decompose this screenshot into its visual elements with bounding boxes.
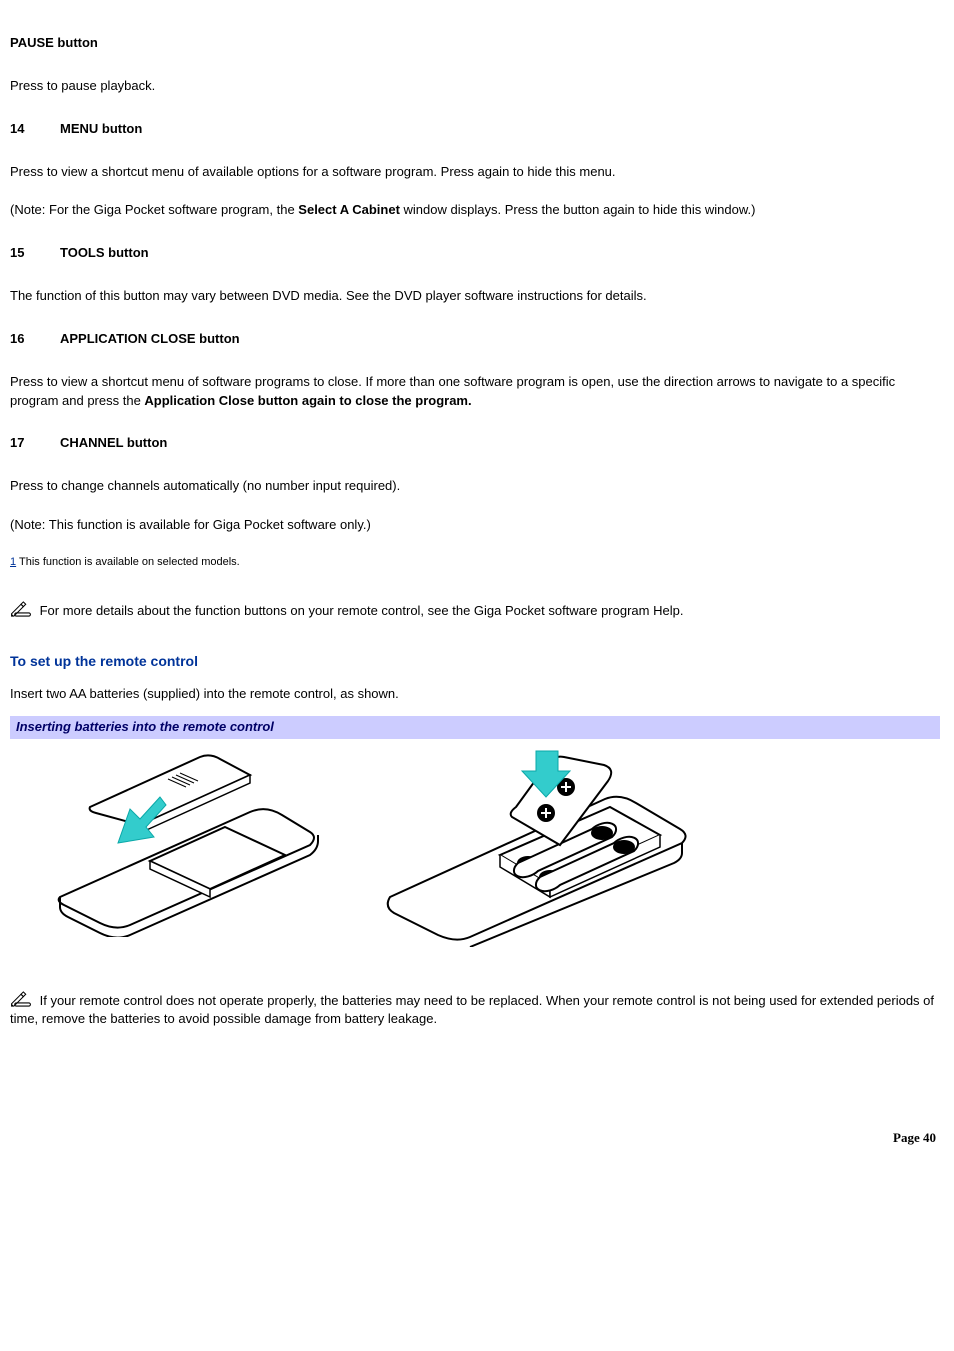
- item-label-17: CHANNEL button: [60, 434, 167, 453]
- svg-text:−: −: [570, 838, 578, 854]
- body-14-note: (Note: For the Giga Pocket software prog…: [10, 201, 940, 220]
- note-function-buttons: For more details about the function butt…: [10, 601, 940, 621]
- pencil-note-icon: [10, 991, 32, 1007]
- note14-bold: Select A Cabinet: [298, 202, 400, 217]
- heading-pause: PAUSE button: [10, 34, 940, 53]
- pencil-note-icon: [10, 601, 32, 617]
- item-number-17: 17: [10, 434, 60, 453]
- body-16: Press to view a shortcut menu of softwar…: [10, 373, 940, 411]
- figure-remove-cover: [50, 747, 340, 943]
- note14-post: window displays. Press the button again …: [400, 202, 756, 217]
- item-label-15: TOOLS button: [60, 244, 149, 263]
- note-battery-replace: If your remote control does not operate …: [10, 991, 940, 1030]
- body-17-1: Press to change channels automatically (…: [10, 477, 940, 496]
- body16-bold: Application Close button again to close …: [144, 393, 471, 408]
- figure-insert-batteries: − −: [380, 747, 710, 953]
- heading-17: 17 CHANNEL button: [10, 434, 940, 453]
- body-14-1: Press to view a shortcut menu of availab…: [10, 163, 940, 182]
- item-label-14: MENU button: [60, 120, 142, 139]
- page-number: Page 40: [10, 1129, 936, 1148]
- note1-text: For more details about the function butt…: [36, 603, 683, 618]
- footnote-text: This function is available on selected m…: [16, 556, 240, 568]
- heading-16: 16 APPLICATION CLOSE button: [10, 330, 940, 349]
- setup-intro: Insert two AA batteries (supplied) into …: [10, 685, 940, 704]
- note14-pre: (Note: For the Giga Pocket software prog…: [10, 202, 298, 217]
- heading-setup: To set up the remote control: [10, 651, 940, 671]
- note2-text: If your remote control does not operate …: [10, 993, 934, 1027]
- item-label-16: APPLICATION CLOSE button: [60, 330, 240, 349]
- heading-14: 14 MENU button: [10, 120, 940, 139]
- heading-15: 15 TOOLS button: [10, 244, 940, 263]
- figure-area: − −: [10, 739, 940, 961]
- footnote: 1 This function is available on selected…: [10, 555, 940, 571]
- figure-caption: Inserting batteries into the remote cont…: [10, 716, 940, 739]
- item-number-15: 15: [10, 244, 60, 263]
- svg-text:−: −: [588, 854, 596, 870]
- body-17-2: (Note: This function is available for Gi…: [10, 516, 940, 535]
- item-number-16: 16: [10, 330, 60, 349]
- body-pause: Press to pause playback.: [10, 77, 940, 96]
- item-number-14: 14: [10, 120, 60, 139]
- body-15: The function of this button may vary bet…: [10, 287, 940, 306]
